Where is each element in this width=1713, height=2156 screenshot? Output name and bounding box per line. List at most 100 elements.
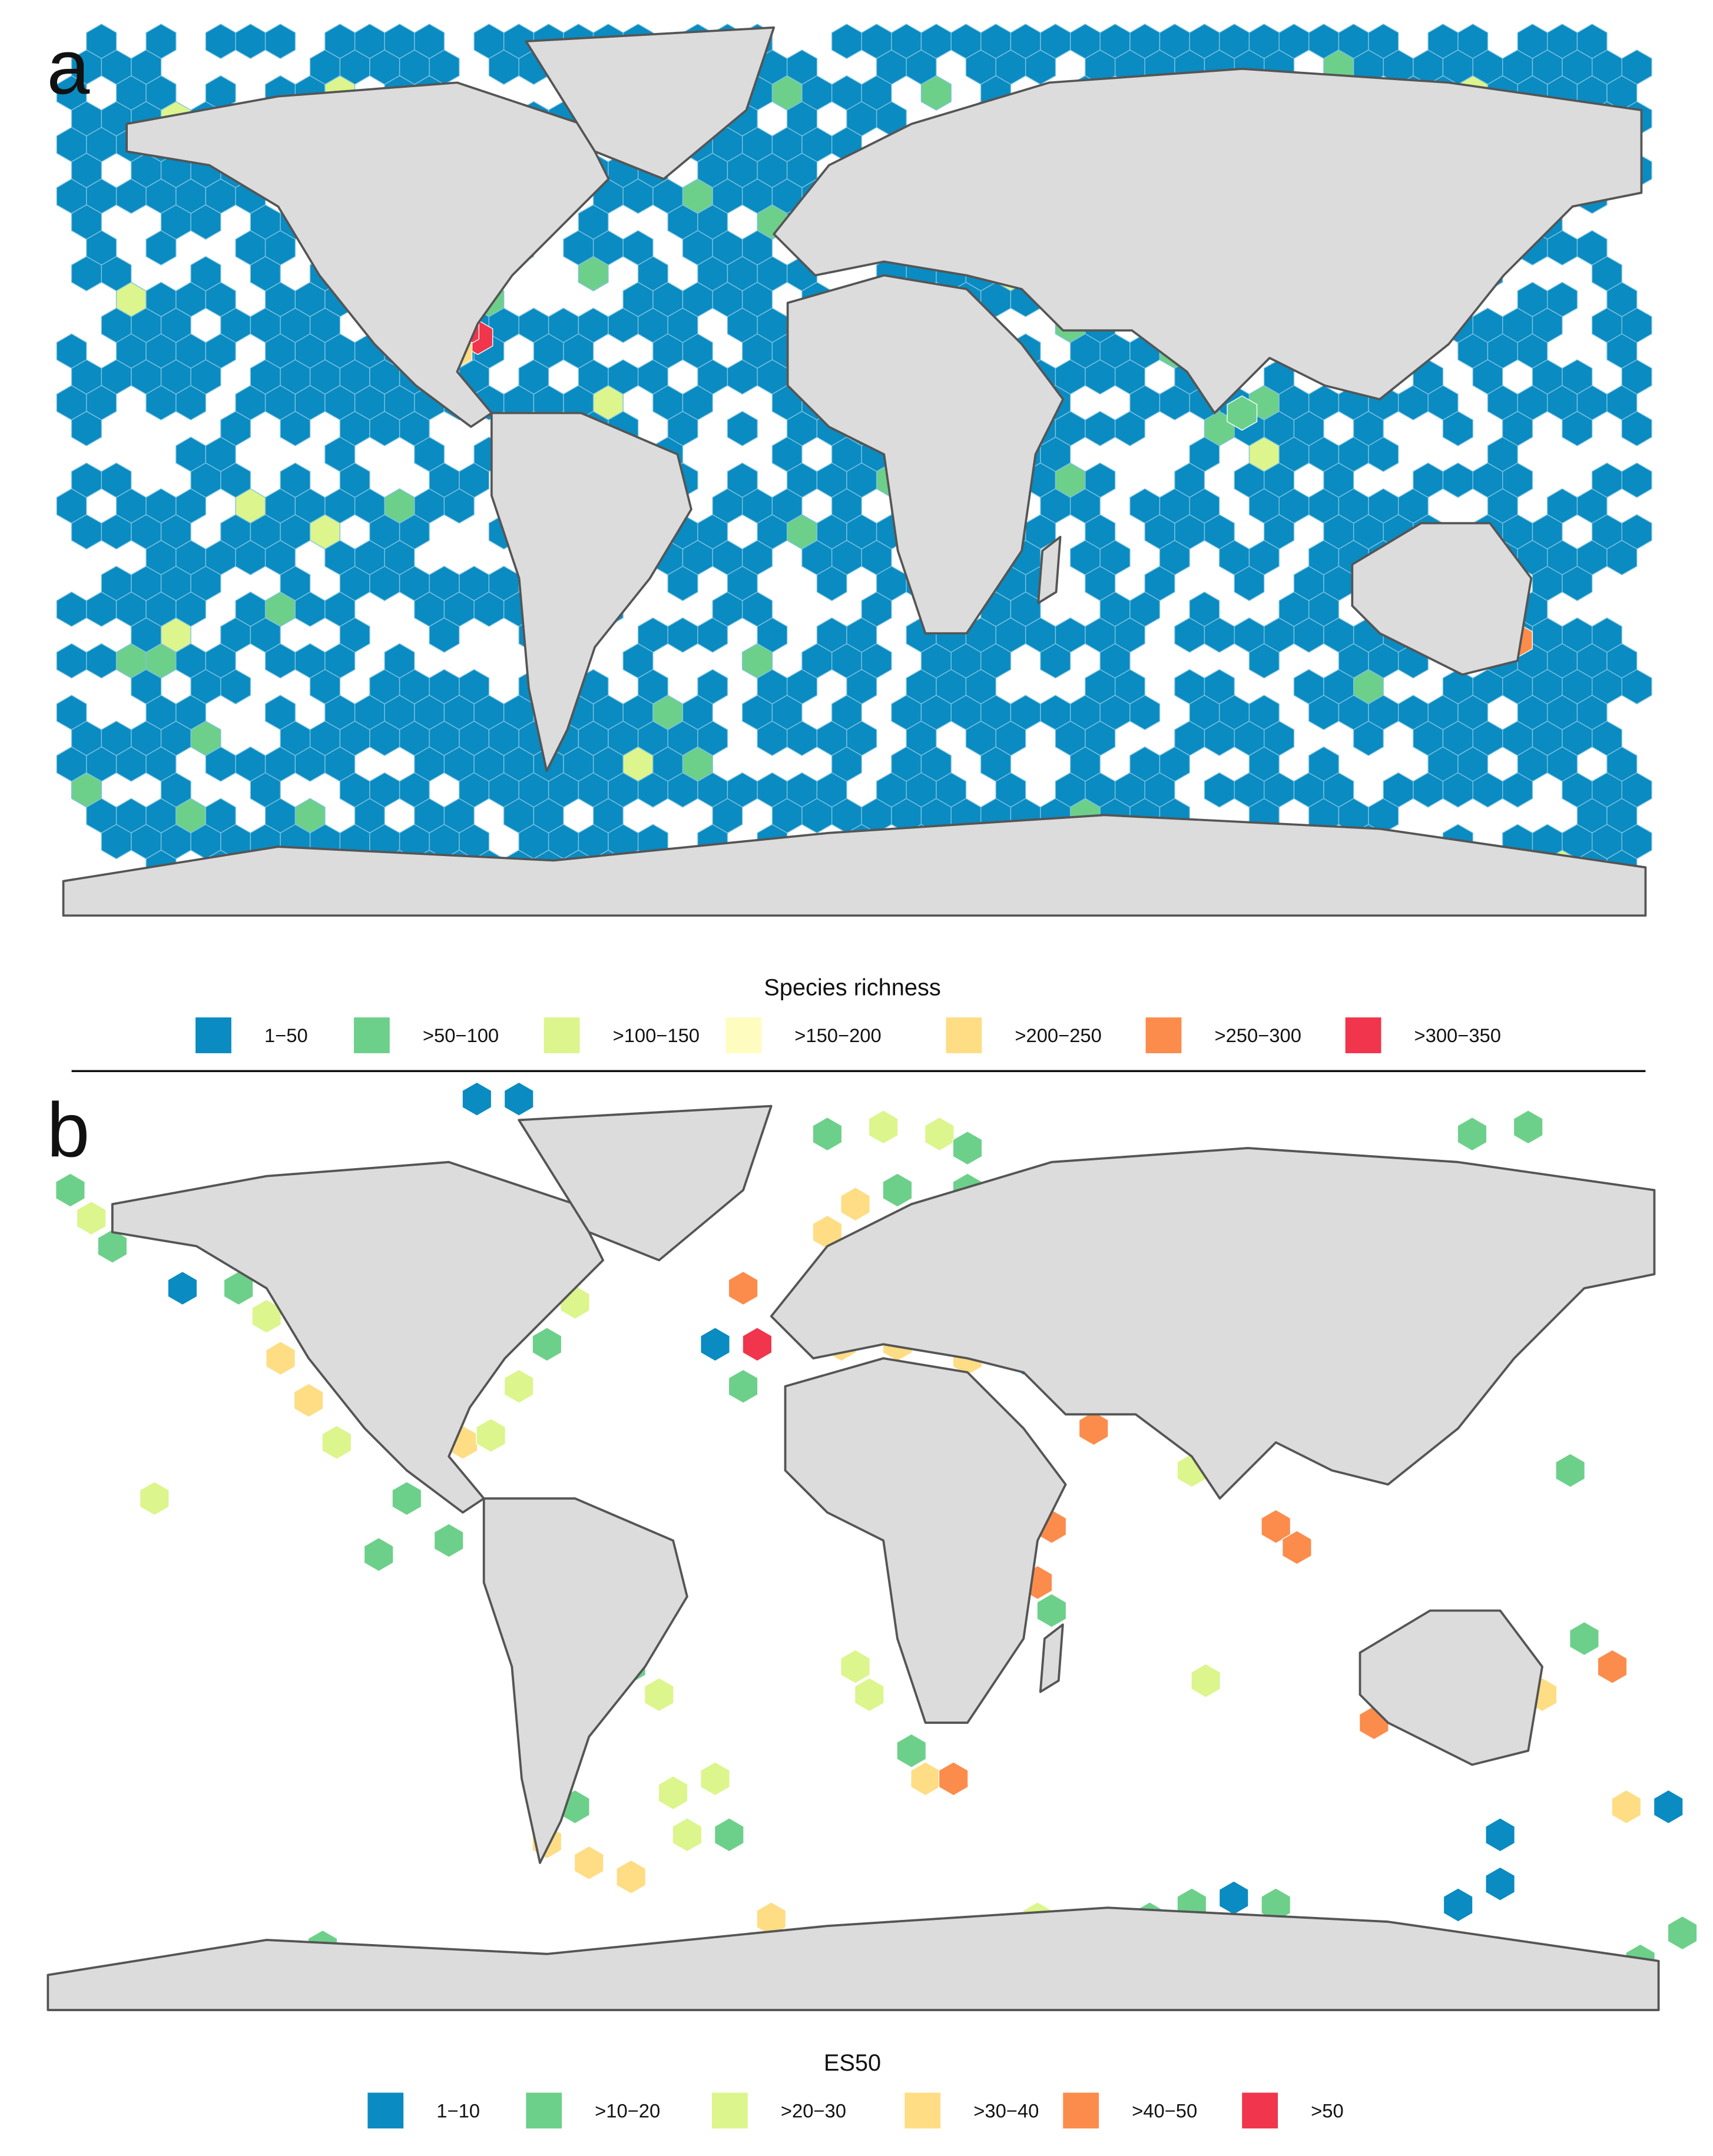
hex-cell xyxy=(235,24,266,59)
hex-cell xyxy=(190,204,221,240)
hex-cell xyxy=(532,1326,562,1362)
legend-swatch xyxy=(367,2092,404,2129)
hex-cell xyxy=(1036,1593,1067,1628)
hex-cell xyxy=(86,643,117,679)
hex-cell xyxy=(322,1425,352,1460)
hex-cell xyxy=(76,1200,107,1236)
hex-cell xyxy=(1555,1453,1586,1488)
hex-cell xyxy=(139,1481,170,1516)
hex-cell xyxy=(896,1733,927,1769)
hex-cell xyxy=(1442,410,1473,446)
legend: 1−10 >10−20 >20−30 >30−40 >40−50 >50 xyxy=(367,2092,1344,2129)
legend-title: ES50 xyxy=(824,2050,881,2076)
hex-cell xyxy=(433,1523,464,1558)
legend-label: >150−200 xyxy=(794,1024,881,1046)
legend-swatch xyxy=(711,2092,748,2129)
hex-cell xyxy=(868,1109,899,1145)
hex-cell xyxy=(266,1341,296,1376)
hex-cell xyxy=(840,1649,871,1684)
panel-a xyxy=(56,24,1652,917)
hex-cell xyxy=(1667,1915,1698,1951)
hex-cell xyxy=(667,565,698,602)
hex-cell xyxy=(1443,1888,1473,1922)
hex-cell xyxy=(700,1761,730,1796)
hex-cell xyxy=(264,24,296,59)
hex-cell xyxy=(952,1130,983,1166)
legend-label: >40−50 xyxy=(1132,2100,1197,2122)
legend: 1−50 >50−100 >100−150 >150−200 >200−250 >250−… xyxy=(196,1017,1501,1053)
hex-cell xyxy=(1502,772,1533,808)
hex-cell xyxy=(1621,669,1652,705)
hex-cell xyxy=(672,1817,703,1852)
hex-cell xyxy=(503,1082,534,1117)
legend-label: >10−20 xyxy=(595,2100,660,2122)
hex-cell xyxy=(1457,1116,1487,1152)
legend-title: Species richness xyxy=(764,975,940,1001)
hex-cell xyxy=(840,1186,871,1222)
legend-label: 1−50 xyxy=(264,1024,308,1046)
panel-b xyxy=(47,1082,1698,2011)
hex-cell xyxy=(476,1418,506,1453)
hex-cell xyxy=(714,1817,744,1852)
hex-cell xyxy=(1281,1530,1312,1565)
legend-label: >200−250 xyxy=(1015,1024,1101,1046)
hex-cell xyxy=(658,1775,688,1810)
hex-cell xyxy=(574,1845,604,1880)
hex-cell xyxy=(812,1116,843,1152)
hex-cell xyxy=(938,1761,969,1796)
hex-cell xyxy=(1485,1817,1516,1852)
hex-cell xyxy=(742,1326,773,1362)
hex-cell xyxy=(280,410,311,446)
hex-cell xyxy=(816,565,847,602)
hex-cell xyxy=(293,1383,324,1418)
legend-label: >30−40 xyxy=(973,2100,1039,2122)
hex-cell xyxy=(1129,695,1161,731)
hex-cell xyxy=(56,643,87,679)
legend-swatch xyxy=(904,2092,941,2129)
hex-cell xyxy=(1368,436,1399,472)
legend-label: >250−300 xyxy=(1214,1024,1301,1046)
hex-cell xyxy=(1191,1663,1221,1699)
hex-cell xyxy=(910,1761,941,1796)
hex-cell xyxy=(503,1369,534,1404)
hex-cell xyxy=(97,1229,128,1264)
hex-cell xyxy=(667,617,698,653)
hex-cell xyxy=(205,24,236,59)
hex-cell xyxy=(728,1369,758,1404)
hex-cell xyxy=(1597,1649,1628,1684)
hex-cell xyxy=(55,1173,85,1208)
hex-cell xyxy=(727,410,758,446)
hex-cell xyxy=(1562,410,1593,446)
hex-cell xyxy=(644,1677,674,1712)
hex-cell xyxy=(167,1271,198,1306)
hex-cell xyxy=(920,75,952,111)
legend-swatch xyxy=(1242,2092,1278,2129)
hex-cell xyxy=(728,1271,758,1306)
legend-swatch xyxy=(544,1017,580,1053)
hex-cell xyxy=(1227,395,1258,431)
legend-swatch xyxy=(725,1017,762,1053)
hex-cell xyxy=(1261,1509,1291,1544)
hex-cell xyxy=(220,669,251,705)
legend-label: >50−100 xyxy=(423,1024,499,1046)
hex-cell xyxy=(1085,410,1116,446)
hex-cell xyxy=(1114,410,1145,446)
hex-cell xyxy=(697,617,728,653)
legend-label: >100−150 xyxy=(613,1024,700,1046)
hex-cell xyxy=(1621,410,1652,446)
hex-cell xyxy=(1562,565,1593,602)
hex-cell xyxy=(1078,1411,1109,1446)
hex-cell xyxy=(1569,1621,1599,1656)
hex-cell xyxy=(462,1082,492,1117)
hex-cell xyxy=(175,384,207,421)
hex-cell xyxy=(1040,643,1071,679)
hex-cell xyxy=(1621,462,1652,498)
hex-cell xyxy=(1485,1866,1516,1902)
hex-cell xyxy=(831,24,862,59)
legend-swatch xyxy=(353,1017,390,1053)
land xyxy=(47,1104,1660,2011)
legend-swatch xyxy=(1345,1017,1381,1053)
hex-cell xyxy=(443,488,475,524)
legend-label: 1−10 xyxy=(436,2100,480,2122)
legend-swatch xyxy=(1063,2092,1099,2129)
